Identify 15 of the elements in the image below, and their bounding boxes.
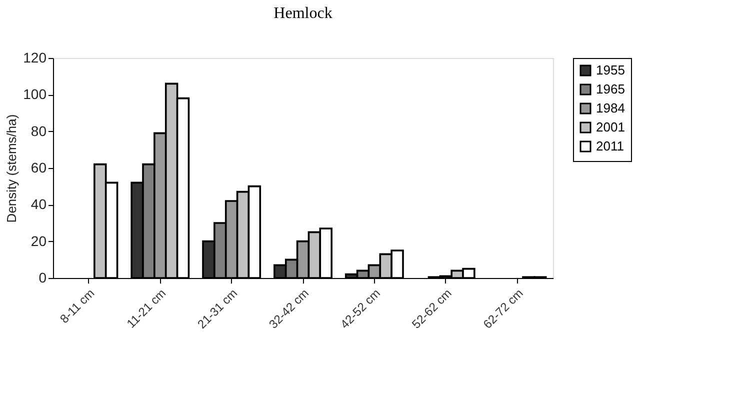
y-tick-label: 60 [30, 160, 47, 176]
legend-label: 2011 [596, 138, 624, 154]
y-tick-label: 100 [23, 86, 47, 102]
legend-label: 2001 [596, 120, 625, 134]
y-tick-label: 120 [23, 50, 47, 66]
y-tick-label: 20 [30, 232, 47, 249]
y-tick-label: 0 [38, 270, 47, 286]
y-axis-title: Density (stems/ha) [4, 114, 20, 223]
y-tick-label: 40 [30, 196, 47, 212]
chart-title: Hemlock [274, 5, 332, 22]
legend-label: 1955 [596, 62, 625, 78]
legend-label: 1965 [596, 82, 625, 96]
x-tick-label: 8-11 cm [57, 286, 98, 326]
y-tick-label: 80 [30, 122, 47, 139]
legend-label: 1984 [596, 100, 625, 116]
